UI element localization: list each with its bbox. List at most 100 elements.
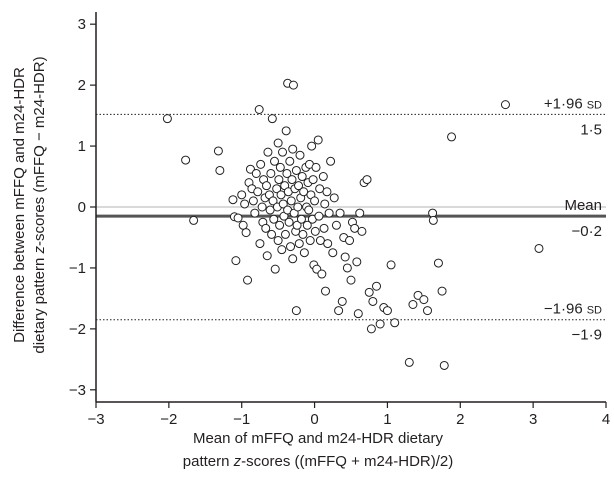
data-point — [353, 309, 363, 319]
data-point — [317, 269, 327, 279]
data-point — [355, 208, 365, 218]
data-point — [288, 254, 298, 264]
data-point — [340, 252, 350, 262]
data-point — [298, 229, 308, 239]
y-tick-label: −3 — [69, 382, 86, 399]
data-point — [256, 159, 266, 169]
data-point — [335, 208, 345, 218]
x-tick-label: −1 — [233, 411, 250, 428]
data-point — [262, 251, 272, 261]
data-point — [308, 175, 318, 185]
data-point — [269, 214, 279, 224]
data-point — [419, 295, 429, 305]
data-point — [238, 220, 248, 230]
data-point — [304, 205, 314, 215]
data-point — [243, 275, 253, 285]
data-point — [261, 181, 271, 191]
x-axis-title-line2: pattern z-scores ((mFFQ + m24-HDR)/2) — [183, 453, 453, 470]
data-point — [162, 114, 172, 124]
data-point — [408, 300, 418, 309]
data-point — [278, 147, 288, 157]
data-point — [372, 281, 381, 291]
data-point — [274, 175, 284, 185]
data-points — [162, 78, 544, 370]
y-tick-label: 0 — [78, 199, 86, 216]
data-point — [294, 181, 304, 191]
data-point — [352, 257, 362, 267]
data-point — [233, 213, 243, 223]
data-point — [433, 258, 443, 268]
data-point — [314, 211, 324, 221]
x-tick-label: 1 — [383, 411, 391, 428]
data-point — [326, 156, 336, 166]
x-tick-label: 2 — [456, 411, 464, 428]
x-tick-label: 3 — [529, 411, 537, 428]
data-point — [292, 220, 302, 230]
x-tick-label: 0 — [310, 411, 318, 428]
data-point — [423, 306, 432, 316]
data-point — [297, 172, 307, 182]
data-point — [307, 141, 317, 151]
reference-line-value: −0·2 — [572, 223, 602, 240]
data-point — [267, 114, 277, 124]
data-point — [295, 150, 305, 160]
y-tick-label: −2 — [69, 321, 86, 338]
data-point — [324, 208, 334, 218]
data-point — [251, 168, 261, 178]
data-point — [318, 172, 328, 182]
data-point — [313, 135, 323, 145]
data-point — [288, 80, 298, 90]
data-point — [294, 239, 304, 249]
reference-lines — [96, 113, 606, 321]
data-point — [428, 208, 438, 218]
data-point — [189, 215, 199, 225]
data-point — [248, 196, 258, 206]
data-point — [439, 360, 449, 370]
reference-line-label: −1·96 SD — [544, 301, 602, 318]
data-point — [272, 184, 282, 194]
data-point — [357, 226, 367, 236]
data-point — [273, 138, 283, 148]
data-point — [334, 306, 344, 316]
data-point — [282, 168, 292, 178]
data-point — [254, 105, 264, 114]
reference-line-value: 1·5 — [580, 121, 602, 138]
data-point — [428, 215, 438, 225]
y-tick-label: 3 — [78, 16, 86, 33]
data-point — [375, 319, 385, 329]
data-point — [310, 196, 320, 206]
data-point — [310, 226, 320, 236]
data-point — [319, 223, 329, 233]
data-point — [253, 187, 263, 197]
data-point — [287, 175, 297, 185]
data-point — [362, 175, 372, 185]
data-point — [328, 248, 338, 258]
data-point — [286, 196, 296, 206]
data-point — [278, 199, 288, 209]
data-point — [270, 264, 280, 274]
data-point — [266, 168, 276, 178]
x-axis-title-line1: Mean of mFFQ and m24-HDR dietary — [193, 430, 444, 447]
data-point — [181, 155, 191, 165]
data-point — [299, 248, 309, 258]
y-tick-label: −1 — [69, 260, 86, 277]
data-point — [291, 306, 301, 316]
reference-line-value: −1·9 — [572, 327, 602, 344]
data-point — [366, 324, 376, 334]
data-point — [273, 236, 283, 246]
data-point — [270, 156, 279, 166]
data-point — [285, 156, 295, 166]
data-point — [437, 286, 447, 296]
data-point — [240, 199, 250, 209]
data-point — [268, 196, 278, 206]
y-tick-label: 2 — [78, 77, 86, 94]
data-point — [386, 260, 396, 270]
data-point — [342, 263, 352, 273]
data-point — [331, 220, 341, 230]
data-point — [241, 228, 251, 238]
data-point — [364, 287, 374, 297]
data-point — [322, 187, 332, 197]
data-point — [311, 162, 321, 172]
data-point — [280, 229, 290, 239]
data-point — [228, 195, 238, 205]
